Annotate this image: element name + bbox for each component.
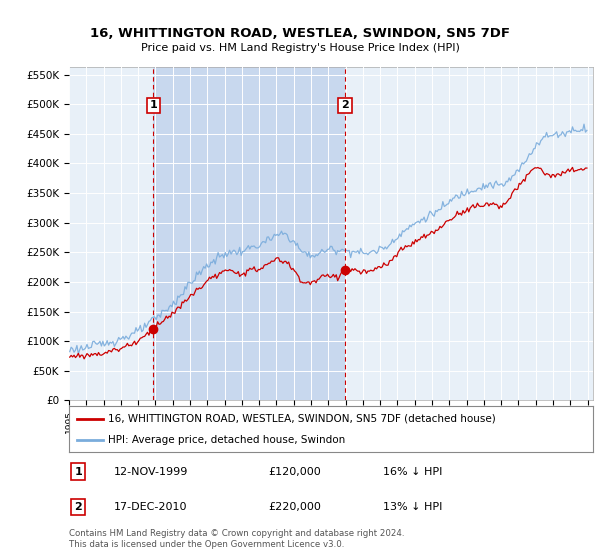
Text: 16, WHITTINGTON ROAD, WESTLEA, SWINDON, SN5 7DF (detached house): 16, WHITTINGTON ROAD, WESTLEA, SWINDON, … bbox=[108, 414, 496, 424]
Text: Price paid vs. HM Land Registry's House Price Index (HPI): Price paid vs. HM Land Registry's House … bbox=[140, 43, 460, 53]
Text: 1: 1 bbox=[74, 466, 82, 477]
Text: £220,000: £220,000 bbox=[268, 502, 321, 512]
Bar bbox=[153, 67, 345, 400]
Text: £120,000: £120,000 bbox=[268, 466, 321, 477]
Text: 1: 1 bbox=[149, 100, 157, 110]
Text: 16, WHITTINGTON ROAD, WESTLEA, SWINDON, SN5 7DF: 16, WHITTINGTON ROAD, WESTLEA, SWINDON, … bbox=[90, 27, 510, 40]
Text: Contains HM Land Registry data © Crown copyright and database right 2024.
This d: Contains HM Land Registry data © Crown c… bbox=[69, 529, 404, 549]
Text: 16% ↓ HPI: 16% ↓ HPI bbox=[383, 466, 443, 477]
Text: 2: 2 bbox=[74, 502, 82, 512]
Text: 12-NOV-1999: 12-NOV-1999 bbox=[113, 466, 188, 477]
Text: 2: 2 bbox=[341, 100, 349, 110]
Text: HPI: Average price, detached house, Swindon: HPI: Average price, detached house, Swin… bbox=[108, 436, 346, 445]
Text: 13% ↓ HPI: 13% ↓ HPI bbox=[383, 502, 443, 512]
Text: 17-DEC-2010: 17-DEC-2010 bbox=[113, 502, 187, 512]
